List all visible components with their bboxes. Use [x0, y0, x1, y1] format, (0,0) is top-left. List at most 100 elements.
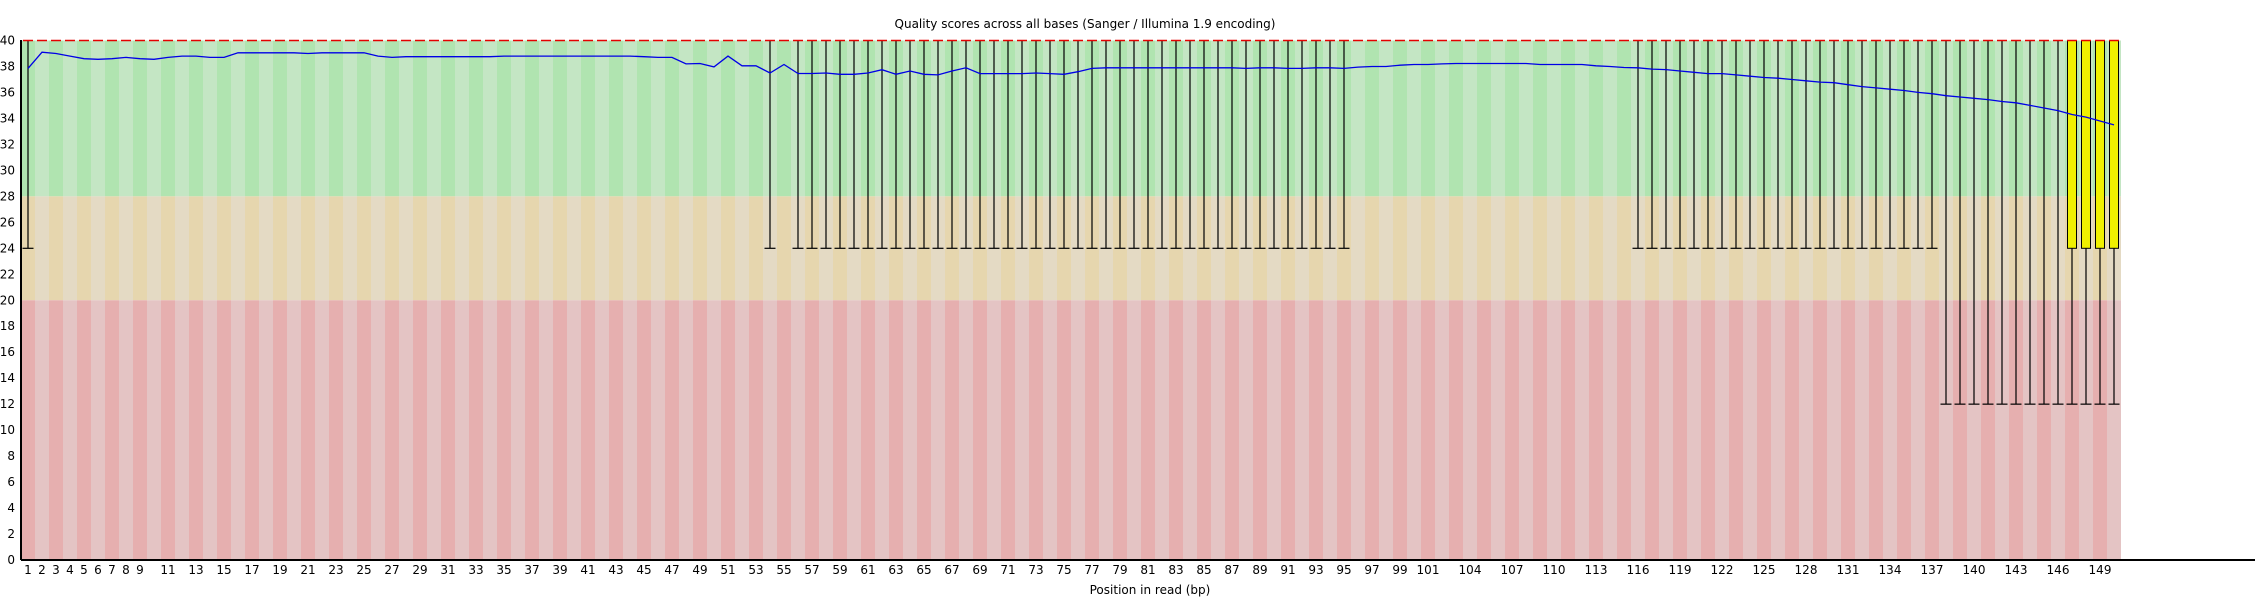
- band-cell: [973, 300, 987, 560]
- band-cell: [1253, 300, 1267, 560]
- band-cell: [721, 196, 735, 301]
- x-tick-label: 47: [664, 563, 679, 577]
- x-tick-label: 6: [94, 563, 102, 577]
- band-cell: [1351, 196, 1365, 301]
- y-tick-label: 26: [0, 215, 15, 229]
- band-cell: [1407, 40, 1421, 197]
- y-tick-label: 16: [0, 345, 15, 359]
- x-tick-label: 110: [1543, 563, 1566, 577]
- x-tick-label: 101: [1417, 563, 1440, 577]
- band-cell: [301, 300, 315, 560]
- x-tick-label: 59: [832, 563, 847, 577]
- band-cell: [1491, 300, 1505, 560]
- band-cell: [1869, 300, 1883, 560]
- band-cell: [2037, 300, 2051, 560]
- band-cell: [1351, 300, 1365, 560]
- band-cell: [721, 40, 735, 197]
- band-cell: [1575, 196, 1589, 301]
- band-cell: [1603, 40, 1617, 197]
- band-cell: [2107, 300, 2121, 560]
- band-cell: [1603, 300, 1617, 560]
- band-cell: [175, 196, 189, 301]
- band-cell: [623, 300, 637, 560]
- band-cell: [413, 300, 427, 560]
- band-cell: [1743, 300, 1757, 560]
- band-cell: [399, 196, 413, 301]
- band-cell: [357, 196, 371, 301]
- band-cell: [1225, 300, 1239, 560]
- band-cell: [119, 40, 133, 197]
- y-tick-label: 24: [0, 241, 15, 255]
- band-cell: [63, 300, 77, 560]
- band-cell: [693, 196, 707, 301]
- band-cell: [483, 300, 497, 560]
- band-cell: [217, 40, 231, 197]
- band-cell: [1519, 196, 1533, 301]
- x-tick-label: 53: [748, 563, 763, 577]
- band-cell: [343, 196, 357, 301]
- band-cell: [287, 196, 301, 301]
- x-tick-label: 89: [1252, 563, 1267, 577]
- x-tick-label: 104: [1459, 563, 1482, 577]
- y-tick-label: 0: [7, 553, 15, 567]
- x-tick-label: 23: [328, 563, 343, 577]
- band-cell: [1267, 300, 1281, 560]
- band-cell: [1043, 300, 1057, 560]
- band-cell: [441, 196, 455, 301]
- x-tick-label: 91: [1280, 563, 1295, 577]
- x-tick-label: 61: [860, 563, 875, 577]
- band-cell: [133, 300, 147, 560]
- band-cell: [441, 40, 455, 197]
- x-tick-label: 41: [580, 563, 595, 577]
- x-tick-label: 81: [1140, 563, 1155, 577]
- band-cell: [1463, 196, 1477, 301]
- y-tick-label: 20: [0, 293, 15, 307]
- band-cell: [651, 300, 665, 560]
- band-cell: [1841, 300, 1855, 560]
- band-cell: [609, 196, 623, 301]
- band-cell: [1407, 196, 1421, 301]
- band-cell: [189, 40, 203, 197]
- band-cell: [833, 300, 847, 560]
- band-cell: [665, 196, 679, 301]
- band-cell: [679, 40, 693, 197]
- band-cell: [2079, 300, 2093, 560]
- band-cell: [1505, 40, 1519, 197]
- band-cell: [497, 300, 511, 560]
- band-cell: [455, 196, 469, 301]
- band-cell: [147, 300, 161, 560]
- band-cell: [637, 196, 651, 301]
- x-tick-label: 29: [412, 563, 427, 577]
- x-tick-label: 128: [1795, 563, 1818, 577]
- band-cell: [259, 196, 273, 301]
- band-cell: [1911, 300, 1925, 560]
- band-cell: [1925, 300, 1939, 560]
- band-cell: [77, 40, 91, 197]
- band-cell: [1463, 300, 1477, 560]
- band-cell: [539, 300, 553, 560]
- band-cell: [455, 40, 469, 197]
- band-cell: [105, 40, 119, 197]
- x-tick-label: 93: [1308, 563, 1323, 577]
- band-cell: [1421, 300, 1435, 560]
- band-cell: [147, 196, 161, 301]
- band-cell: [203, 196, 217, 301]
- band-cell: [553, 300, 567, 560]
- band-cell: [1897, 300, 1911, 560]
- y-tick-label: 10: [0, 423, 15, 437]
- band-cell: [343, 300, 357, 560]
- band-cell: [469, 40, 483, 197]
- x-tick-label: 95: [1336, 563, 1351, 577]
- x-tick-label: 122: [1711, 563, 1734, 577]
- quartile-box: [2109, 40, 2119, 249]
- band-cell: [1561, 300, 1575, 560]
- band-cell: [539, 196, 553, 301]
- band-cell: [763, 300, 777, 560]
- band-cell: [161, 196, 175, 301]
- band-cell: [595, 300, 609, 560]
- band-cell: [287, 40, 301, 197]
- band-cell: [161, 40, 175, 197]
- band-cell: [1645, 300, 1659, 560]
- band-cell: [91, 40, 105, 197]
- band-cell: [259, 300, 273, 560]
